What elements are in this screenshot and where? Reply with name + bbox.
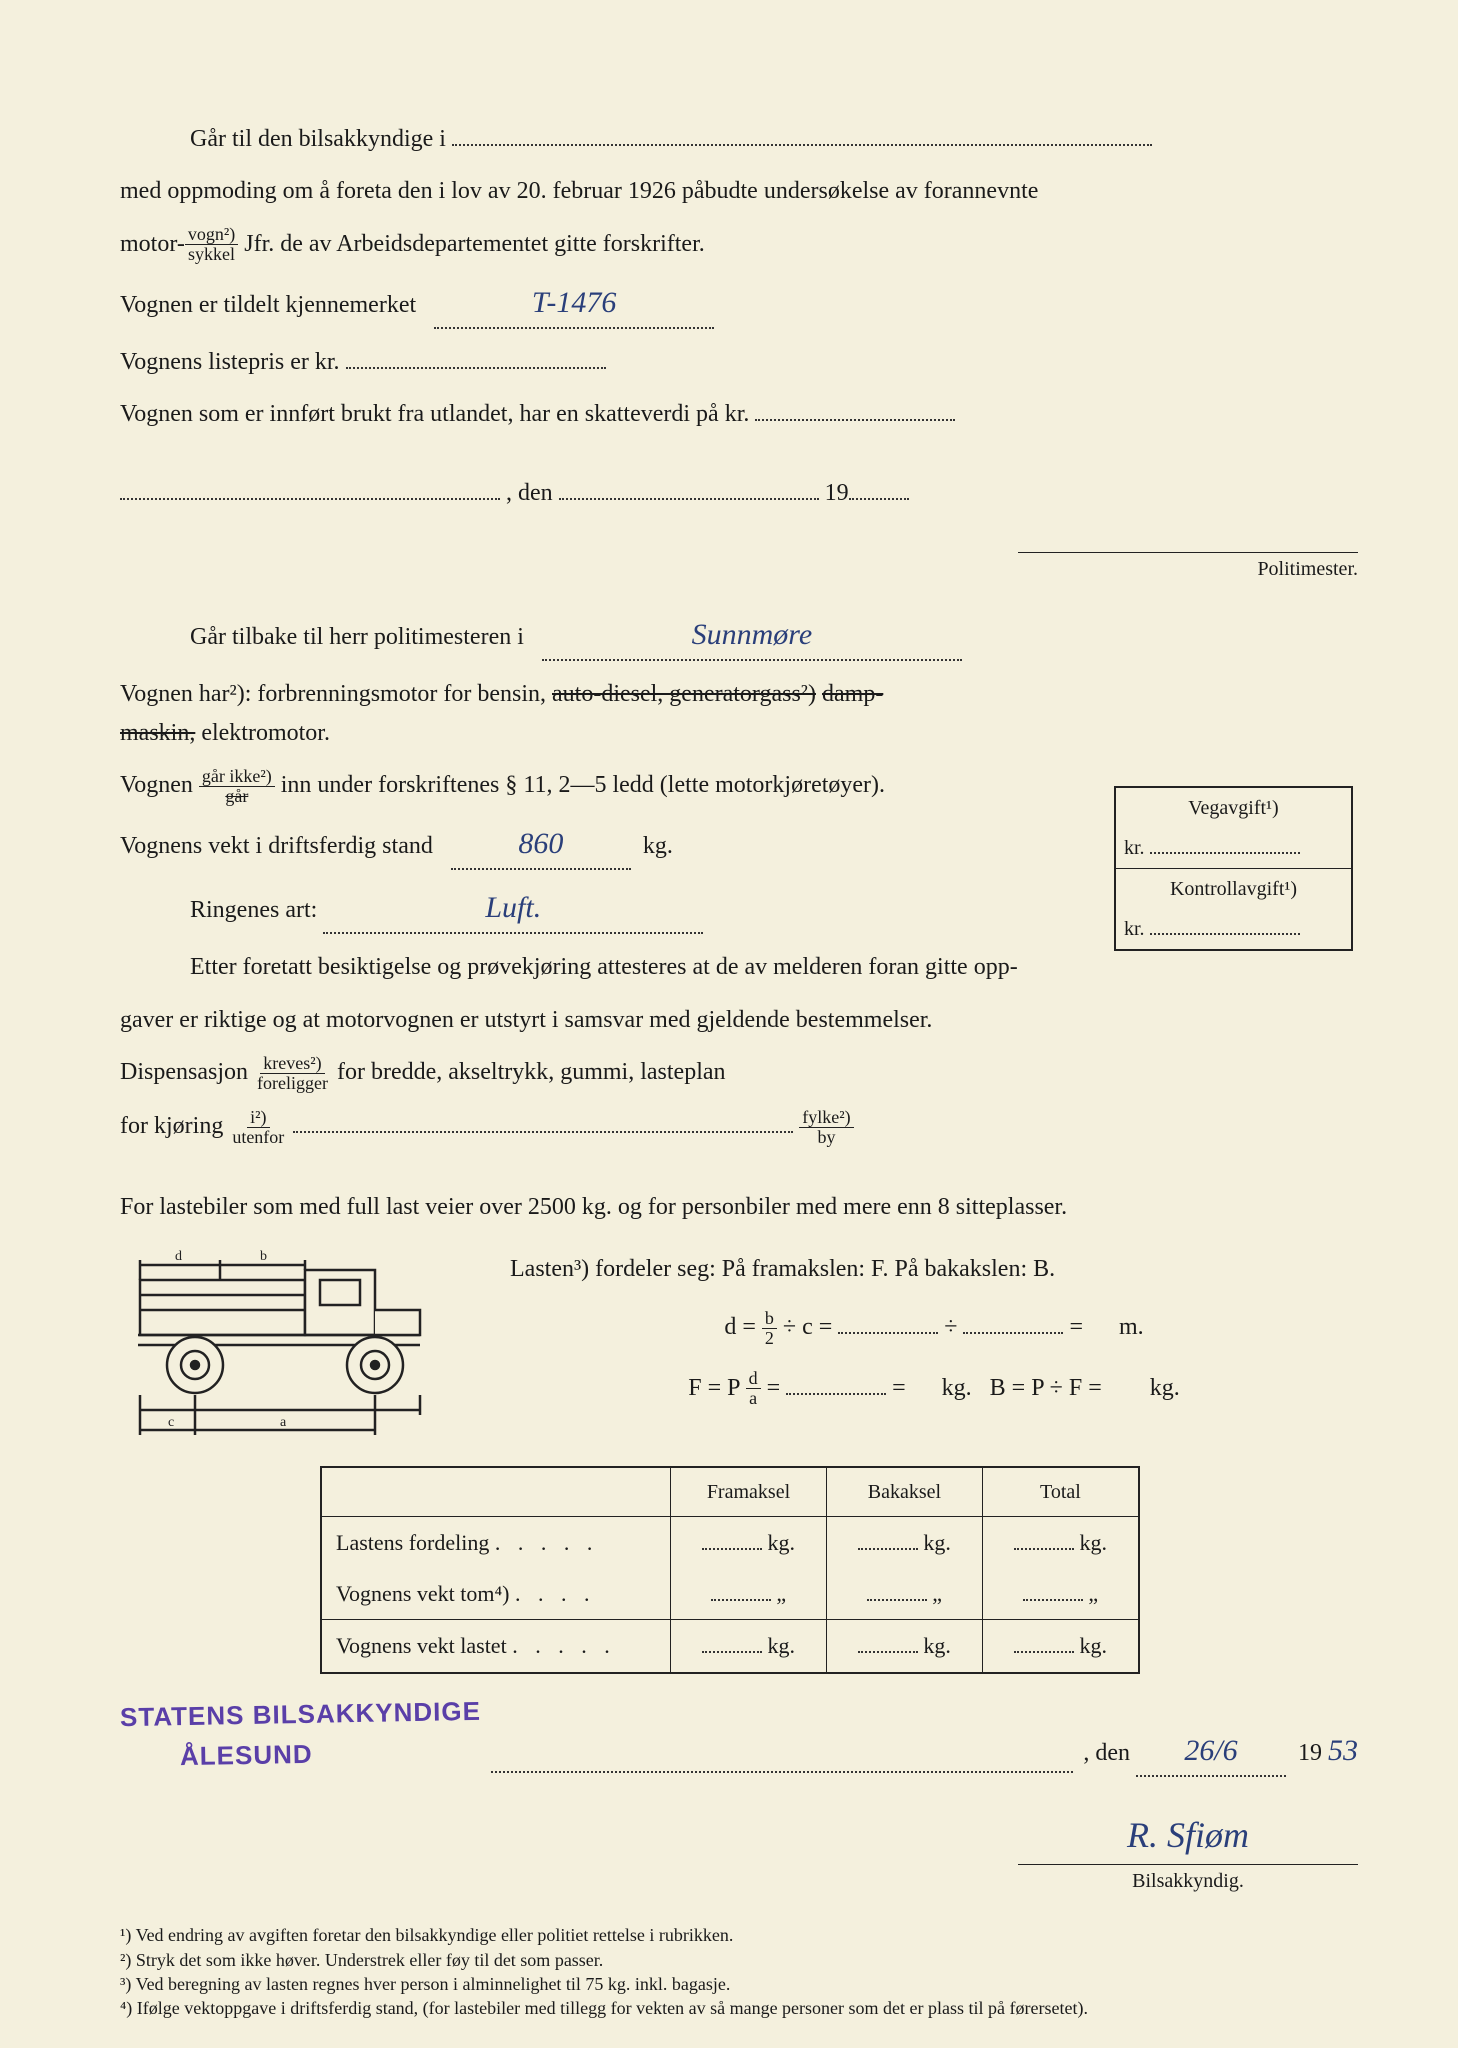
text: motor-	[120, 231, 185, 257]
svg-text:a: a	[280, 1415, 287, 1430]
line-dispensasjon: Dispensasjon kreves²)foreligger for bred…	[120, 1053, 1358, 1093]
blank-field	[452, 144, 1152, 146]
label: Vognen som er innført brukt fra utlandet…	[120, 401, 749, 427]
line-skatteverdi: Vognen som er innført brukt fra utlandet…	[120, 395, 1358, 433]
fraction-vogn-sykkel: vogn²)sykkel	[185, 225, 238, 265]
th: Bakaksel	[826, 1467, 982, 1517]
blank-field	[755, 419, 955, 421]
truck-formula-row: c a d b Lasten³) fordeler seg: På framak…	[120, 1240, 1358, 1450]
fraction: i²)utenfor	[229, 1108, 287, 1148]
vegavgift-kr: kr.	[1116, 828, 1351, 868]
footnote: ⁴) Ifølge vektoppgave i driftsferdig sta…	[120, 1996, 1358, 2020]
year-field	[849, 498, 909, 500]
place-field	[120, 498, 500, 500]
truck-diagram: c a d b	[120, 1240, 490, 1450]
stamp-line2: ÅLESUND	[180, 1734, 313, 1778]
label: Ringenes art:	[190, 897, 317, 923]
line-oppmoding: med oppmoding om å foreta den i lov av 2…	[120, 172, 1358, 210]
text: 19	[825, 480, 849, 506]
ring-value: Luft.	[485, 891, 541, 924]
text: Jfr. de av Arbeidsdepartementet gitte fo…	[244, 231, 705, 257]
unit: kg.	[643, 833, 673, 859]
stamp-line1: STATENS BILSAKKYNDIGE	[120, 1690, 482, 1738]
text: for bredde, akseltrykk, gummi, lasteplan	[337, 1059, 726, 1085]
fraction: fylke²)by	[799, 1108, 853, 1148]
document-page: Går til den bilsakkyndige i med oppmodin…	[0, 0, 1458, 2048]
line-kjoring: for kjøring i²)utenfor fylke²)by	[120, 1107, 1358, 1147]
kjennemerke-value: T-1476	[532, 286, 616, 319]
kjennemerke-field: T-1476	[434, 279, 714, 329]
footer-date: , den 26/6 19 53	[1083, 1727, 1358, 1777]
svg-text:c: c	[168, 1415, 174, 1430]
signature-label: Bilsakkyndig.	[1018, 1865, 1358, 1897]
footnote: ³) Ved beregning av lasten regnes hver p…	[120, 1972, 1358, 1996]
formula-block: Lasten³) fordeler seg: På framakslen: F.…	[510, 1240, 1358, 1423]
svg-text:b: b	[260, 1249, 267, 1264]
text-struck: maskin,	[120, 720, 195, 746]
th: Framaksel	[671, 1467, 827, 1517]
table-row: Vognens vekt tom⁴) . . . . „ „ „	[321, 1568, 1139, 1620]
fraction: kreves²)foreligger	[254, 1054, 331, 1094]
footnotes: ¹) Ved endring av avgiften foretar den b…	[120, 1923, 1358, 2020]
line-date: , den 19	[120, 474, 1358, 512]
label: Vognen er tildelt kjennemerket	[120, 292, 416, 318]
text: for kjøring	[120, 1113, 229, 1139]
section3-intro: For lastebiler som med full last veier o…	[120, 1188, 1358, 1226]
line-kjennemerke: Vognen er tildelt kjennemerket T-1476	[120, 279, 1358, 329]
signature: R. Sfiøm	[1127, 1815, 1249, 1855]
line-motor-type: Vognen har²): forbrenningsmotor for bens…	[120, 675, 1020, 752]
vegavgift-label: Vegavgift¹)	[1116, 788, 1351, 828]
attest-line2: gaver er riktige og at motorvognen er ut…	[120, 1001, 1358, 1039]
line-return: Går tilbake til herr politimesteren i Su…	[120, 611, 1358, 661]
table-row: Vognens vekt lastet . . . . . kg. kg. kg…	[321, 1620, 1139, 1673]
lasten-heading: Lasten³) fordeler seg: På framakslen: F.…	[510, 1250, 1358, 1288]
footer-date-value: 26/6	[1184, 1734, 1237, 1767]
attest-line1: Etter foretatt besiktigelse og prøvekjør…	[120, 948, 1358, 986]
fraction: går ikke²)går	[199, 767, 275, 807]
formula-d: d = b2 ÷ c = ÷ = m.	[510, 1308, 1358, 1348]
footnote: ²) Stryk det som ikke høver. Understrek …	[120, 1948, 1358, 1972]
line-gaar-til: Går til den bilsakkyndige i	[120, 120, 1358, 158]
text-struck: damp-	[822, 681, 883, 707]
table-header-row: Framaksel Bakaksel Total	[321, 1467, 1139, 1517]
text: , den	[506, 480, 553, 506]
fee-box: Vegavgift¹) kr. Kontrollavgift¹) kr.	[1114, 786, 1353, 951]
svg-text:d: d	[175, 1249, 182, 1264]
th	[321, 1467, 671, 1517]
text: Går til den bilsakkyndige i	[190, 126, 446, 152]
date-field	[559, 498, 819, 500]
kontrollavgift-label: Kontrollavgift¹)	[1116, 869, 1351, 909]
vekt-value: 860	[518, 827, 563, 860]
blank-field	[293, 1131, 793, 1133]
signature-block: R. Sfiøm Bilsakkyndig.	[1018, 1807, 1358, 1898]
label: Vognens listepris er kr.	[120, 349, 340, 375]
line-listepris: Vognens listepris er kr.	[120, 343, 1358, 381]
footer-block: STATENS BILSAKKYNDIGE ÅLESUND , den 26/6…	[120, 1694, 1358, 1898]
text: Dispensasjon	[120, 1059, 254, 1085]
line-forskrift: Vognen går ikke²)går inn under forskrift…	[120, 766, 1020, 806]
kontrollavgift-kr: kr.	[1116, 909, 1351, 949]
formula-fp: F = P da = = kg. B = P ÷ F = kg.	[510, 1369, 1358, 1409]
return-value: Sunnmøre	[692, 618, 813, 651]
politimester-label: Politimester.	[1018, 553, 1358, 585]
weight-table: Framaksel Bakaksel Total Lastens fordeli…	[320, 1466, 1140, 1674]
blank-field	[346, 367, 606, 369]
stamp-block: STATENS BILSAKKYNDIGE ÅLESUND	[120, 1694, 481, 1777]
label: Går tilbake til herr politimesteren i	[190, 624, 524, 650]
text: Vognen har²): forbrenningsmotor for bens…	[120, 681, 552, 707]
vekt-field: 860	[451, 820, 631, 870]
text: inn under forskriftenes § 11, 2—5 ledd (…	[281, 772, 885, 798]
text: Vognen	[120, 772, 199, 798]
ring-field: Luft.	[323, 884, 703, 934]
th: Total	[982, 1467, 1139, 1517]
text-struck: auto-diesel, generatorgass²)	[552, 681, 816, 707]
text: elektromotor.	[195, 720, 330, 746]
footer-year-value: 53	[1328, 1734, 1358, 1767]
label: Vognens vekt i driftsferdig stand	[120, 833, 433, 859]
table-row: Lastens fordeling . . . . . kg. kg. kg.	[321, 1517, 1139, 1569]
footnote: ¹) Ved endring av avgiften foretar den b…	[120, 1923, 1358, 1947]
return-field: Sunnmøre	[542, 611, 962, 661]
line-motor: motor-vogn²)sykkel Jfr. de av Arbeidsdep…	[120, 225, 1358, 265]
